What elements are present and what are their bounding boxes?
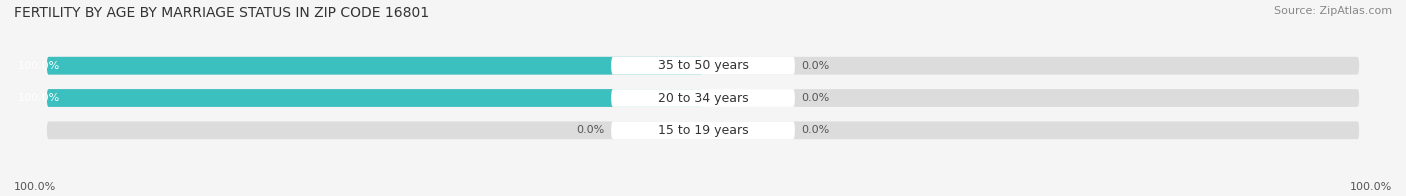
Text: 100.0%: 100.0% — [18, 93, 60, 103]
FancyBboxPatch shape — [612, 57, 794, 75]
Text: 0.0%: 0.0% — [801, 93, 830, 103]
Text: 35 to 50 years: 35 to 50 years — [658, 59, 748, 72]
Text: 15 to 19 years: 15 to 19 years — [658, 124, 748, 137]
FancyBboxPatch shape — [612, 121, 794, 139]
FancyBboxPatch shape — [46, 89, 703, 107]
Text: 100.0%: 100.0% — [18, 61, 60, 71]
Text: 100.0%: 100.0% — [1350, 182, 1392, 192]
Text: FERTILITY BY AGE BY MARRIAGE STATUS IN ZIP CODE 16801: FERTILITY BY AGE BY MARRIAGE STATUS IN Z… — [14, 6, 429, 20]
Text: 0.0%: 0.0% — [801, 61, 830, 71]
FancyBboxPatch shape — [46, 121, 1360, 139]
Text: Source: ZipAtlas.com: Source: ZipAtlas.com — [1274, 6, 1392, 16]
FancyBboxPatch shape — [46, 57, 1360, 75]
Text: 0.0%: 0.0% — [576, 125, 605, 135]
Text: 0.0%: 0.0% — [801, 125, 830, 135]
FancyBboxPatch shape — [46, 57, 703, 75]
Text: 100.0%: 100.0% — [14, 182, 56, 192]
Text: 20 to 34 years: 20 to 34 years — [658, 92, 748, 104]
FancyBboxPatch shape — [612, 89, 794, 107]
FancyBboxPatch shape — [46, 89, 1360, 107]
